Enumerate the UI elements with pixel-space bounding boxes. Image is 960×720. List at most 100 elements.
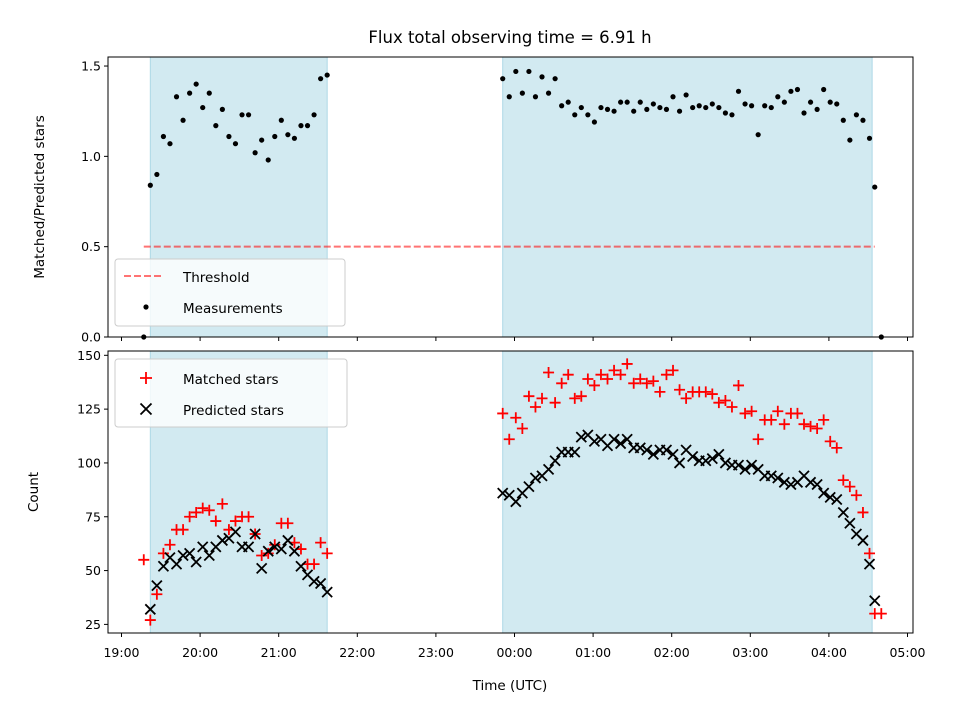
measurement-point xyxy=(506,94,512,100)
measurement-point xyxy=(840,117,846,123)
measurement-point xyxy=(729,112,735,118)
predicted-star-point xyxy=(262,545,274,557)
measurement-point xyxy=(539,74,545,80)
matched-star-point xyxy=(831,442,843,454)
matched-star-point xyxy=(811,422,823,434)
predicted-star-point xyxy=(197,541,209,553)
measurement-point xyxy=(801,110,807,116)
predicted-star-point xyxy=(772,472,784,484)
matched-star-point xyxy=(850,489,862,501)
predicted-star-point xyxy=(157,560,170,572)
measurement-point xyxy=(200,104,206,111)
measurement-point xyxy=(762,103,768,109)
measurement-point xyxy=(722,110,729,116)
matched-star-point xyxy=(536,392,548,404)
measurement-point xyxy=(513,68,519,75)
measurement-point xyxy=(278,117,284,123)
measurement-point xyxy=(755,132,761,138)
x-tick-label: 03:00 xyxy=(732,645,768,660)
matched-star-point xyxy=(243,511,255,523)
measurement-point xyxy=(154,171,160,178)
measurement-point xyxy=(585,112,591,118)
matched-star-point xyxy=(321,547,333,559)
count-y-tick-label: 100 xyxy=(77,455,101,470)
predicted-star-point xyxy=(282,534,294,547)
matched-star-point xyxy=(256,550,268,562)
measurement-point xyxy=(618,99,624,105)
measurement-point xyxy=(670,94,676,100)
measurement-point xyxy=(676,108,683,114)
count-y-axis-label: Count xyxy=(26,472,42,512)
matched-star-point xyxy=(210,515,222,527)
matched-star-point xyxy=(875,608,887,620)
legend-predicted-label: Predicted stars xyxy=(183,403,284,419)
measurement-point xyxy=(226,133,232,140)
matched-star-point xyxy=(752,433,764,445)
matched-star-point xyxy=(177,524,189,536)
matched-star-point xyxy=(615,369,627,381)
predicted-star-point xyxy=(549,455,561,467)
matched-star-point xyxy=(765,414,777,426)
legend-threshold-label: Threshold xyxy=(182,270,250,286)
measurement-point xyxy=(624,99,630,105)
x-tick-label: 21:00 xyxy=(261,645,297,660)
matched-star-point xyxy=(503,433,515,445)
measurement-point xyxy=(552,76,558,82)
measurement-point xyxy=(644,106,650,112)
predicted-star-point xyxy=(529,472,542,484)
measurement-point xyxy=(298,123,304,129)
matched-star-point xyxy=(739,407,751,419)
measurement-point xyxy=(304,123,311,129)
measurement-point xyxy=(827,99,833,105)
measurement-point xyxy=(324,72,330,78)
measurement-point xyxy=(591,119,598,125)
matched-star-point xyxy=(151,588,163,600)
matched-star-point xyxy=(529,401,541,413)
predicted-star-point xyxy=(256,562,268,575)
matched-star-point xyxy=(798,418,810,430)
predicted-star-point xyxy=(203,549,215,562)
matched-star-point xyxy=(556,377,568,389)
ratio-y-tick-label: 1.5 xyxy=(81,59,101,74)
measurement-point xyxy=(866,135,873,141)
measurement-point xyxy=(206,90,212,96)
matched-star-point xyxy=(269,539,281,551)
matched-star-point xyxy=(497,407,509,419)
measurement-point xyxy=(814,106,820,112)
predicted-star-point xyxy=(863,558,876,570)
matched-star-point xyxy=(144,614,156,626)
matched-star-point xyxy=(647,375,659,387)
ratio-legend-frame xyxy=(114,258,346,327)
predicted-star-point xyxy=(831,493,843,506)
legend-matched-marker xyxy=(140,372,152,384)
predicted-star-point xyxy=(229,526,242,538)
measurement-point xyxy=(709,101,715,107)
count-y-tick-label: 125 xyxy=(77,402,101,417)
measurement-point xyxy=(559,103,565,109)
x-tick-label: 20:00 xyxy=(182,645,218,660)
x-tick-label: 19:00 xyxy=(103,645,139,660)
predicted-star-point xyxy=(510,496,522,508)
predicted-star-point xyxy=(641,444,653,456)
matched-star-point xyxy=(575,390,587,402)
matched-star-point xyxy=(569,392,581,404)
measurement-point xyxy=(696,103,702,109)
measurement-point xyxy=(167,141,173,147)
predicted-star-point xyxy=(275,543,287,555)
predicted-star-point xyxy=(588,435,601,448)
measurement-point xyxy=(749,103,755,109)
measurement-point xyxy=(807,99,814,105)
predicted-star-point xyxy=(216,534,229,547)
measurement-point xyxy=(213,123,219,129)
measurement-point xyxy=(578,104,584,111)
measurement-point xyxy=(519,90,525,96)
measurement-point xyxy=(245,112,252,118)
matched-star-point xyxy=(706,388,718,400)
measurement-point xyxy=(265,157,271,163)
count-y-tick-label: 150 xyxy=(77,348,101,363)
predicted-star-point xyxy=(288,545,301,557)
predicted-star-point xyxy=(706,452,718,465)
matched-star-point xyxy=(726,401,738,413)
measurement-point xyxy=(545,90,552,96)
matched-star-point xyxy=(595,369,607,381)
